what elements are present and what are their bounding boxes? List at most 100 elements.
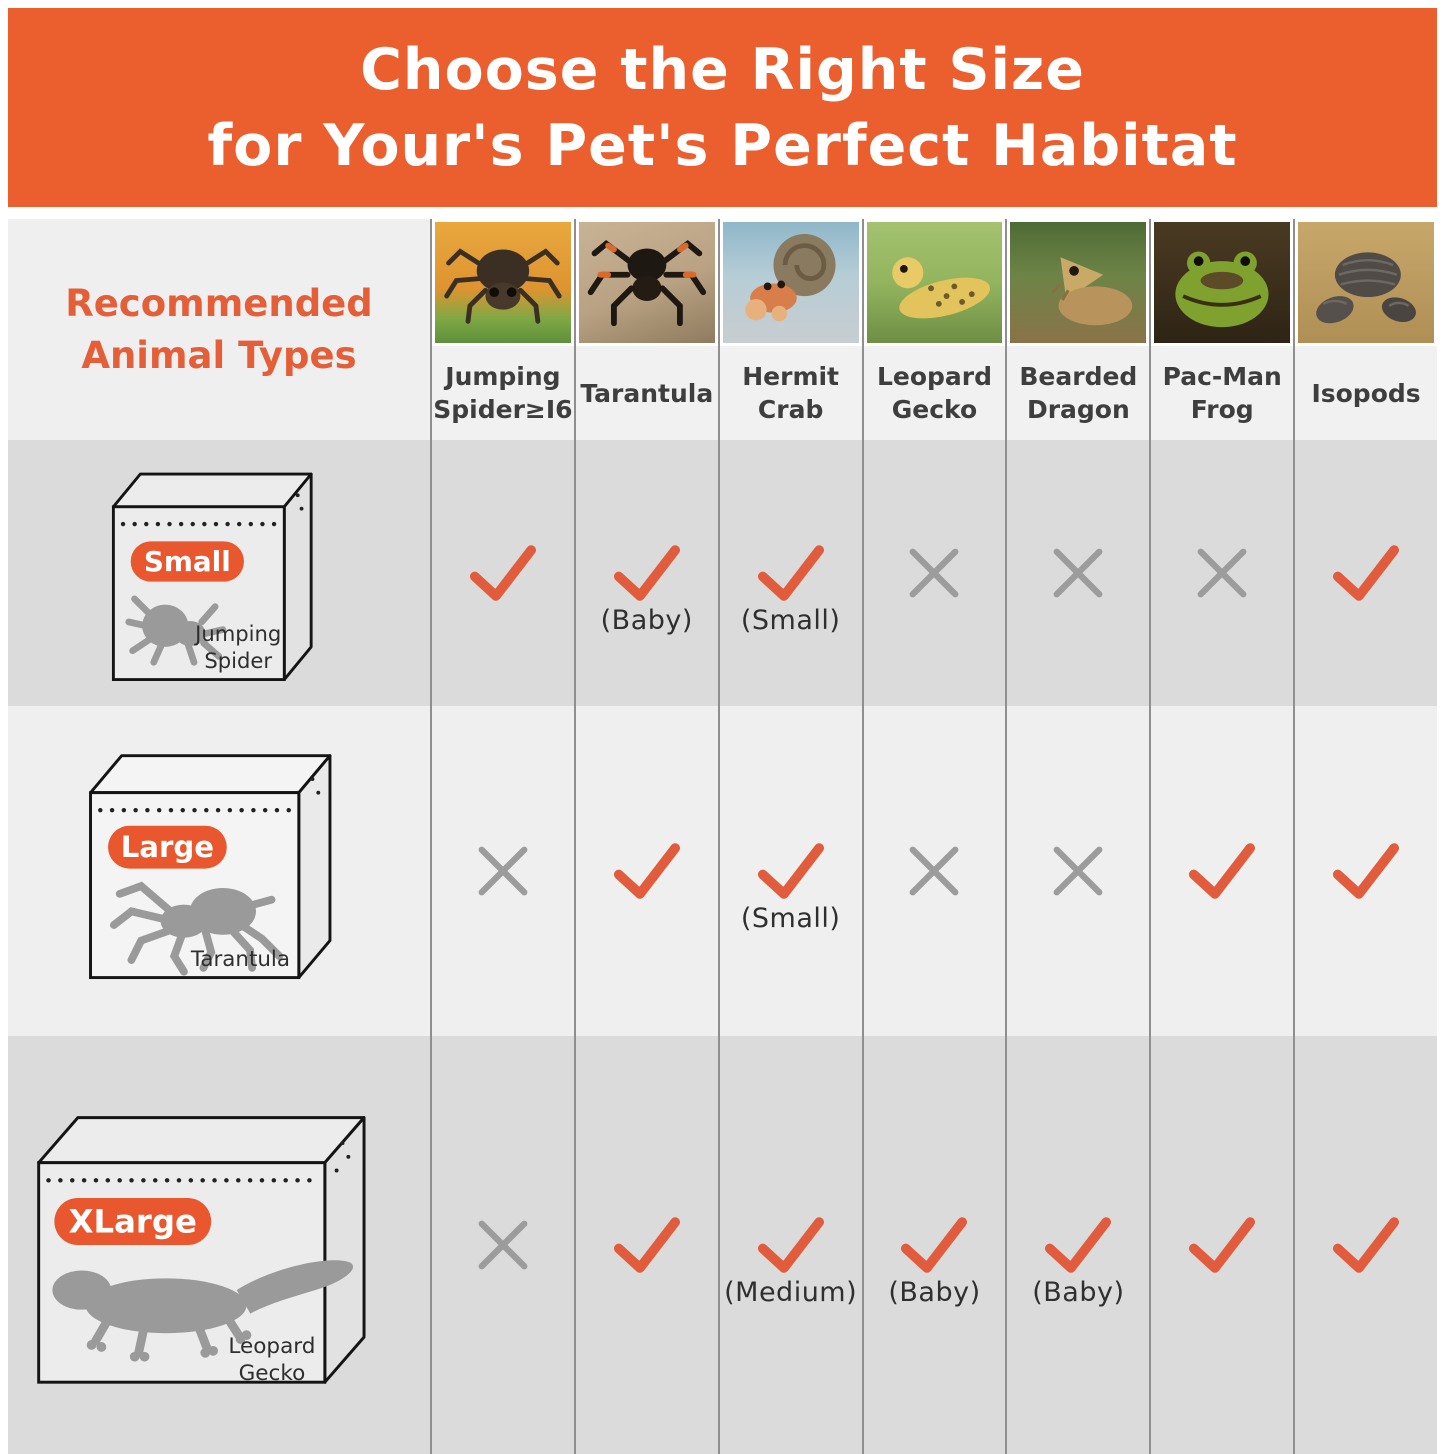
mark-cell: (Baby)	[1005, 1036, 1150, 1454]
check-icon	[757, 843, 824, 899]
column-header-pacman-frog: Pac-Man Frog	[1149, 219, 1294, 440]
availability-mark	[474, 1216, 532, 1274]
availability-mark	[1049, 842, 1107, 900]
availability-mark	[1329, 541, 1403, 605]
availability-mark	[905, 842, 963, 900]
check-icon	[1189, 1217, 1256, 1273]
column-label: Tarantula	[580, 378, 714, 408]
box-animal-label: Leopard	[228, 1334, 315, 1359]
x-icon	[1053, 846, 1103, 896]
pacman-frog-photo	[1154, 222, 1291, 343]
column-header-hermit-crab: Hermit Crab	[717, 219, 862, 440]
mark-cell	[1293, 706, 1437, 1036]
availability-mark	[754, 1213, 828, 1277]
x-icon	[478, 1220, 528, 1270]
availability-mark	[897, 1213, 971, 1277]
x-icon	[1197, 548, 1247, 598]
tarantula-photo	[578, 222, 715, 343]
size-badge-label: Small	[144, 545, 231, 578]
availability-mark	[466, 541, 540, 605]
leopard-gecko-silhouette	[52, 1260, 354, 1362]
size-badge-large	[108, 825, 227, 869]
xlarge-enclosure-box: XLarge Leopard Gecko	[37, 1116, 366, 1386]
x-icon	[478, 846, 528, 896]
mark-note: (Baby)	[888, 1277, 981, 1308]
availability-mark	[610, 839, 684, 903]
tarantula-illustration	[587, 239, 706, 327]
availability-mark	[1185, 1213, 1259, 1277]
size-badge-small	[130, 541, 244, 582]
column-header-leopard-gecko: Leopard Gecko	[861, 219, 1006, 440]
column-label: Isopods	[1311, 378, 1421, 408]
jumping-spider-photo	[435, 222, 571, 343]
mark-note: (Baby)	[1032, 1277, 1125, 1308]
mark-cell	[1149, 440, 1294, 706]
x-icon	[1053, 548, 1103, 598]
mark-cell	[861, 706, 1006, 1036]
leopard-gecko-photo	[866, 222, 1003, 343]
check-icon	[613, 843, 680, 899]
pacman-frog-illustration	[1175, 251, 1269, 328]
check-icon	[1045, 1217, 1112, 1273]
x-icon	[910, 846, 959, 896]
check-icon	[1189, 843, 1256, 899]
availability-mark	[1049, 544, 1107, 602]
column-header-bearded-dragon: Bearded Dragon	[1005, 219, 1150, 440]
mark-cell: (Medium)	[717, 1036, 862, 1454]
availability-mark	[1329, 1213, 1403, 1277]
box-animal-label: Tarantula	[190, 947, 290, 972]
compatibility-table: Recommended Animal Types Jumping S	[8, 219, 1437, 1454]
column-label: Jumping	[445, 362, 561, 391]
availability-mark	[754, 839, 828, 903]
column-label: Crab	[757, 395, 824, 424]
column-header-jumping-spider: Jumping Spider≥I6	[430, 219, 574, 440]
check-icon	[1333, 545, 1400, 601]
mark-cell	[1149, 1036, 1294, 1454]
availability-mark	[1185, 839, 1259, 903]
corner-header-line1: Recommended	[65, 281, 373, 325]
check-icon	[1333, 843, 1400, 899]
box-animal-label: Spider	[204, 648, 272, 673]
availability-mark	[610, 541, 684, 605]
column-label: Hermit	[742, 362, 840, 391]
mark-cell	[1293, 1036, 1437, 1454]
column-label: Leopard	[876, 362, 993, 391]
mark-cell	[1005, 706, 1150, 1036]
availability-mark	[754, 541, 828, 605]
jumping-spider-silhouette	[125, 595, 227, 666]
bearded-dragon-illustration	[1052, 257, 1133, 326]
corner-header: Recommended Animal Types	[8, 219, 430, 440]
availability-mark	[1193, 544, 1251, 602]
column-label: Frog	[1190, 395, 1254, 424]
column-label: Spider≥I6	[433, 395, 573, 424]
check-icon	[901, 1217, 968, 1273]
hermit-crab-photo	[722, 222, 859, 343]
mark-cell: (Small)	[717, 440, 862, 706]
mark-cell	[430, 440, 574, 706]
check-icon	[757, 545, 824, 601]
title-banner: Choose the Right Size for Your's Pet's P…	[8, 8, 1437, 207]
mark-cell	[430, 1036, 574, 1454]
availability-mark	[905, 544, 963, 602]
tarantula-silhouette	[109, 881, 284, 976]
leopard-gecko-illustration	[891, 257, 990, 319]
column-label: Gecko	[891, 395, 978, 424]
mark-cell: (Small)	[717, 706, 862, 1036]
hermit-crab-illustration	[745, 233, 836, 322]
mark-note: (Medium)	[724, 1277, 858, 1308]
availability-mark	[474, 842, 532, 900]
mark-cell	[573, 1036, 718, 1454]
mark-cell	[1005, 440, 1150, 706]
mark-note: (Baby)	[600, 605, 693, 636]
box-animal-label: Gecko	[239, 1361, 306, 1386]
column-header-tarantula: Tarantula	[573, 219, 718, 440]
column-label: Bearded	[1019, 362, 1138, 391]
x-icon	[910, 548, 959, 598]
large-enclosure-box: Large Tarantula	[89, 754, 332, 980]
mark-cell: (Baby)	[573, 440, 718, 706]
availability-mark	[1041, 1213, 1115, 1277]
mark-note: (Small)	[740, 903, 841, 934]
corner-header-line2: Animal Types	[81, 333, 357, 377]
check-icon	[613, 1217, 680, 1273]
size-badge-xlarge	[54, 1197, 212, 1245]
